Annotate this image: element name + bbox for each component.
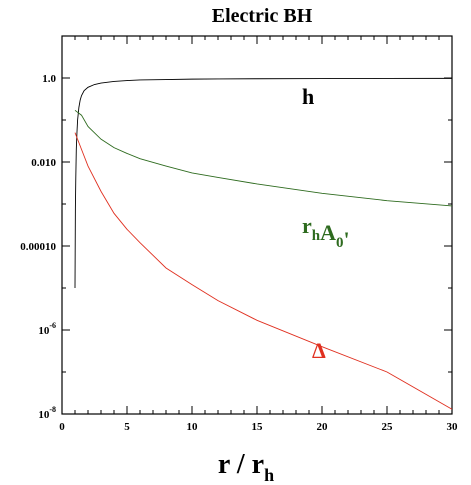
series-label-Delta: Δ	[312, 338, 326, 363]
x-axis-label-main: r / r	[218, 449, 264, 480]
series-label-part: Δ	[312, 338, 326, 363]
series-label-subscript: h	[312, 228, 321, 244]
y-tick-label-base: 10	[38, 409, 50, 421]
axis-ticks	[61, 35, 453, 415]
x-tick-label: 20	[317, 421, 329, 433]
y-tick-label-base: 0.010	[31, 157, 56, 169]
series-label-part: A	[320, 220, 336, 245]
y-tick-label: 0.010	[31, 157, 56, 169]
y-tick-label-base: 10	[38, 325, 50, 337]
chart-title: Electric BH	[212, 5, 313, 27]
y-tick-label-base: 0.00010	[20, 241, 56, 253]
x-tick-label: 15	[252, 421, 264, 433]
series-line-rhA0	[74, 109, 453, 207]
series-line-h	[74, 77, 453, 289]
y-tick-label-exponent: -8	[49, 405, 56, 414]
series-label-rhA0: rhA0'	[302, 213, 350, 252]
series-line-Delta	[74, 132, 453, 410]
x-axis-label-sub: h	[264, 465, 274, 485]
series-label-h: h	[302, 84, 314, 109]
x-axis-label: r / rh	[218, 449, 274, 485]
x-tick-label: 5	[124, 421, 130, 433]
x-tick-label: 10	[187, 421, 199, 433]
x-tick-label: 25	[382, 421, 394, 433]
series-label-subscript: 0	[336, 235, 344, 251]
y-tick-label: 10-8	[38, 405, 56, 421]
series-label-part: '	[344, 227, 350, 252]
y-tick-label: 0.00010	[20, 241, 56, 253]
y-tick-label: 1.0	[42, 73, 56, 85]
y-tick-label: 10-6	[38, 321, 56, 337]
x-tick-label: 0	[59, 421, 65, 433]
series-label-part: h	[302, 84, 314, 109]
y-tick-label-exponent: -6	[49, 321, 56, 330]
x-tick-labels: 0 5 10 15 20 25 30	[59, 421, 458, 433]
x-tick-label: 30	[447, 421, 459, 433]
series-lines	[74, 77, 453, 410]
series-label-part: r	[302, 213, 312, 238]
plot-frame	[61, 35, 453, 415]
y-tick-label-base: 1.0	[42, 73, 56, 85]
